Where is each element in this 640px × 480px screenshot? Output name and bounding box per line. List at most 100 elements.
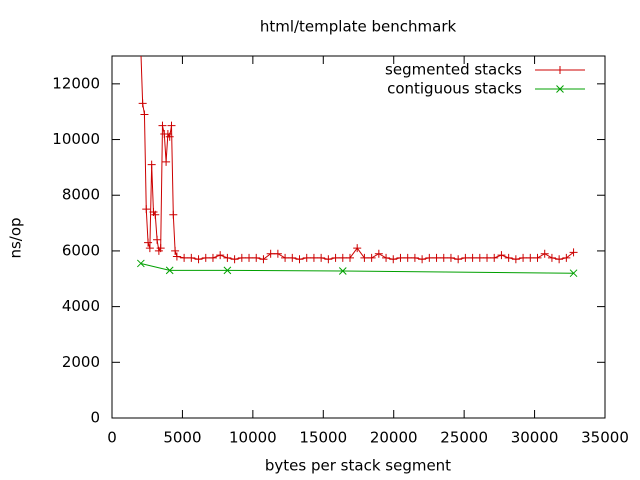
point-marker xyxy=(504,253,513,262)
point-marker xyxy=(237,253,246,262)
x-tick-label: 25000 xyxy=(440,429,488,447)
point-marker xyxy=(138,99,147,108)
point-marker xyxy=(216,251,225,260)
chart-title: html/template benchmark xyxy=(260,18,457,36)
x-tick-label: 5000 xyxy=(163,429,201,447)
point-marker xyxy=(147,160,156,169)
point-marker xyxy=(144,238,153,247)
point-marker xyxy=(194,255,203,264)
point-marker xyxy=(454,255,463,264)
point-marker xyxy=(295,255,304,264)
point-marker xyxy=(230,255,239,264)
point-marker xyxy=(338,267,347,275)
x-tick-label: 20000 xyxy=(370,429,418,447)
point-marker xyxy=(158,121,167,130)
point-marker xyxy=(201,253,210,262)
point-marker xyxy=(555,255,564,264)
y-tick-label: 10000 xyxy=(52,130,100,148)
point-marker xyxy=(309,253,318,262)
point-marker xyxy=(317,253,326,262)
point-marker xyxy=(569,269,578,278)
point-marker xyxy=(475,253,484,262)
point-marker xyxy=(439,253,448,262)
x-tick-label: 30000 xyxy=(511,429,559,447)
point-marker xyxy=(171,246,180,255)
point-marker xyxy=(153,235,162,244)
point-marker xyxy=(259,255,268,264)
point-marker xyxy=(418,255,427,264)
legend-marker xyxy=(556,66,564,74)
series-line xyxy=(140,262,574,274)
point-marker xyxy=(245,253,254,262)
point-marker xyxy=(140,110,149,119)
point-marker xyxy=(324,255,333,264)
point-marker xyxy=(526,253,535,262)
point-marker xyxy=(223,266,232,275)
point-marker xyxy=(432,253,441,262)
point-marker xyxy=(180,253,189,262)
point-marker xyxy=(145,244,154,253)
y-tick-label: 6000 xyxy=(62,241,100,259)
point-marker xyxy=(389,255,398,264)
point-marker xyxy=(165,132,174,141)
x-tick-label: 10000 xyxy=(229,429,277,447)
y-tick-label: 8000 xyxy=(62,186,100,204)
plot-area xyxy=(136,56,578,278)
point-marker xyxy=(382,253,391,262)
legend-label: segmented stacks xyxy=(385,61,522,79)
point-marker xyxy=(345,253,354,262)
x-tick-label: 35000 xyxy=(581,429,629,447)
x-tick-label: 0 xyxy=(107,429,117,447)
y-tick-label: 0 xyxy=(90,409,100,427)
point-marker xyxy=(151,210,160,219)
point-marker xyxy=(497,251,506,260)
point-marker xyxy=(461,253,470,262)
point-marker xyxy=(374,249,383,258)
y-axis-label: ns/op xyxy=(7,217,25,258)
point-marker xyxy=(410,253,419,262)
point-marker xyxy=(468,253,477,262)
legend-label: contiguous stacks xyxy=(387,80,522,98)
point-marker xyxy=(425,253,434,262)
plot-border xyxy=(111,55,606,419)
point-marker xyxy=(396,253,405,262)
point-marker xyxy=(208,253,217,262)
point-marker xyxy=(540,249,549,258)
point-marker xyxy=(562,253,571,262)
point-marker xyxy=(162,157,171,166)
point-marker xyxy=(446,253,455,262)
point-marker xyxy=(519,253,528,262)
point-marker xyxy=(490,253,499,262)
point-marker xyxy=(353,244,362,253)
point-marker xyxy=(169,210,178,219)
point-marker xyxy=(165,266,174,275)
point-marker xyxy=(142,205,151,214)
y-tick-label: 4000 xyxy=(62,297,100,315)
point-marker xyxy=(281,253,290,262)
point-marker xyxy=(511,255,520,264)
point-marker xyxy=(302,253,311,262)
x-axis-label: bytes per stack segment xyxy=(265,457,451,475)
legend-marker xyxy=(556,85,564,93)
point-marker xyxy=(403,253,412,262)
point-marker xyxy=(331,253,340,262)
point-marker xyxy=(156,244,165,253)
point-marker xyxy=(547,253,556,262)
point-marker xyxy=(533,253,542,262)
point-marker xyxy=(266,249,275,258)
y-tick-label: 2000 xyxy=(62,353,100,371)
point-marker xyxy=(136,259,145,268)
point-marker xyxy=(360,253,369,262)
point-marker xyxy=(483,253,492,262)
point-marker xyxy=(273,249,282,258)
point-marker xyxy=(167,121,176,130)
point-marker xyxy=(338,253,347,262)
point-marker xyxy=(187,253,196,262)
point-marker xyxy=(367,253,376,262)
point-marker xyxy=(288,253,297,262)
x-tick-label: 15000 xyxy=(299,429,347,447)
y-tick-label: 12000 xyxy=(52,74,100,92)
point-marker xyxy=(252,253,261,262)
point-marker xyxy=(223,253,232,262)
